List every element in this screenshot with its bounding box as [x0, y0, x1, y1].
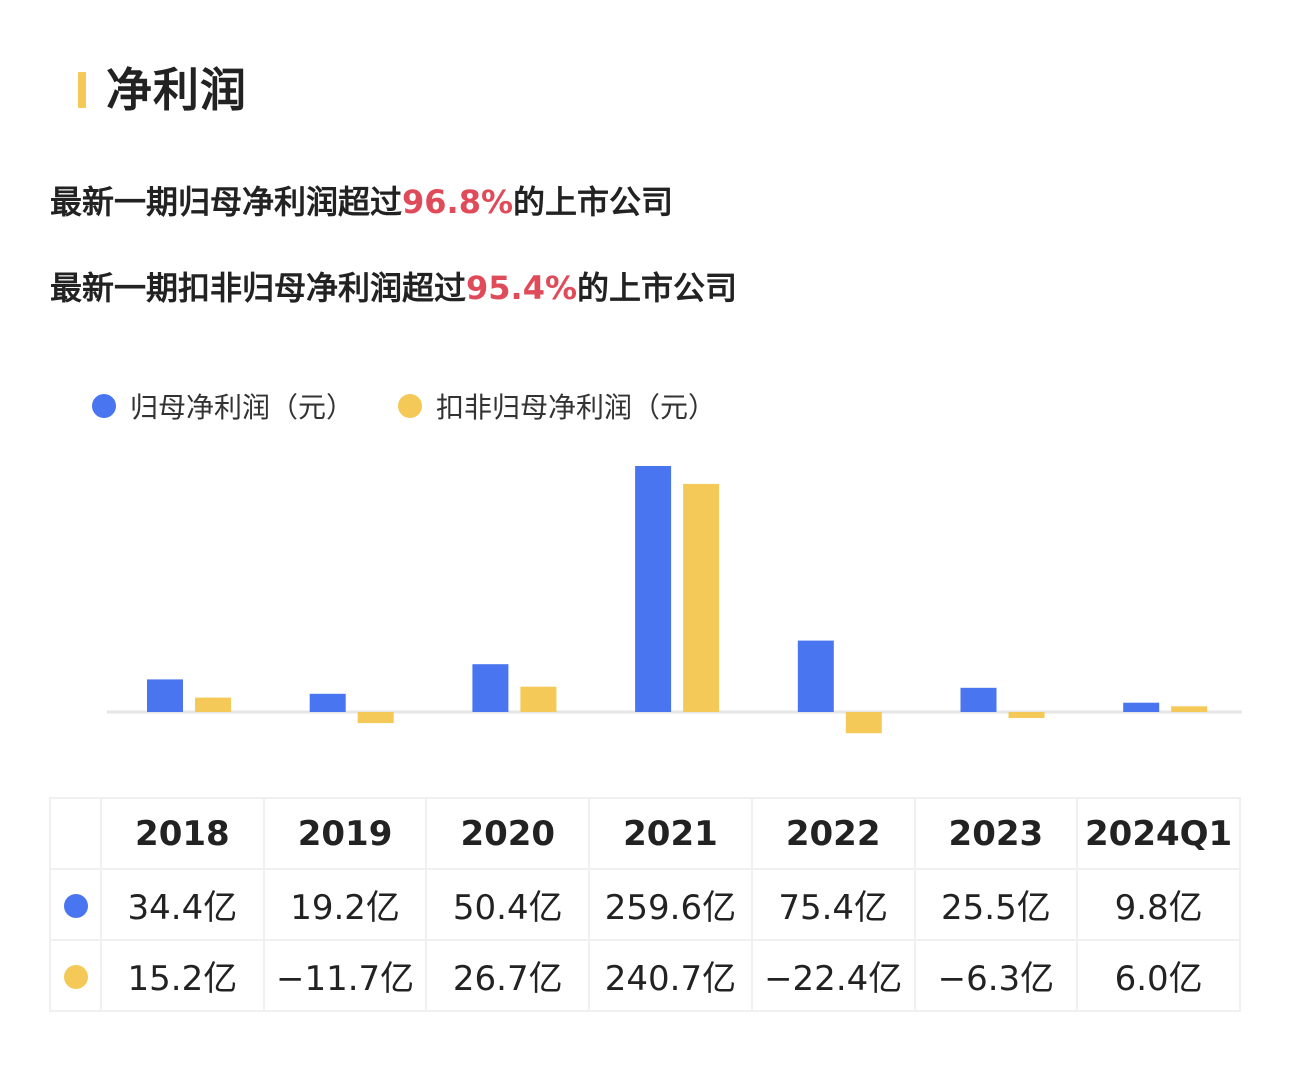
chart-legend: 归母净利润（元） 扣非归母净利润（元） — [92, 386, 760, 426]
bar-series2-2022[interactable] — [845, 712, 882, 734]
row-dot-blue — [63, 894, 88, 918]
table-corner-cell — [49, 797, 102, 870]
bar-series1-2020[interactable] — [472, 664, 509, 712]
legend-dot-yellow — [398, 394, 423, 418]
bar-series1-2018[interactable] — [147, 679, 183, 712]
bar-series2-2018[interactable] — [195, 697, 231, 712]
row-dot-yellow — [63, 965, 88, 989]
stat-deducted-net-profit: 最新一期扣非归母净利润超过95.4%的上市公司 — [50, 266, 737, 310]
table-cell: −22.4亿 — [750, 939, 916, 1012]
title-accent-bar — [78, 72, 86, 108]
bar-series1-2023[interactable] — [960, 687, 997, 712]
bar-series2-2019[interactable] — [357, 712, 394, 724]
table-cell: 240.7亿 — [588, 939, 753, 1012]
bar-series1-2021[interactable] — [635, 466, 672, 712]
bar-series2-2024Q1[interactable] — [1171, 706, 1208, 712]
table-cell: 19.2亿 — [262, 868, 428, 941]
table-cell: 26.7亿 — [425, 939, 591, 1012]
stat-prefix: 最新一期归母净利润超过 — [50, 183, 403, 221]
bar-series1-2019[interactable] — [309, 693, 346, 712]
stat-suffix: 的上市公司 — [577, 269, 738, 307]
table-header-cell: 2023 — [913, 797, 1079, 870]
stat-prefix: 最新一期扣非归母净利润超过 — [50, 269, 467, 307]
table-cell: 50.4亿 — [425, 868, 591, 941]
table-row-series2: 15.2亿 −11.7亿 26.7亿 240.7亿 −22.4亿 −6.3亿 6… — [49, 939, 1241, 1012]
table-header-cell: 2020 — [425, 797, 591, 870]
table-header-cell: 2021 — [588, 797, 753, 870]
bar-series1-2022[interactable] — [797, 640, 834, 712]
bar-series1-2024Q1[interactable] — [1123, 702, 1160, 712]
stat-suffix: 的上市公司 — [513, 183, 674, 221]
bar-series2-2020[interactable] — [520, 686, 557, 712]
table-cell: 34.4亿 — [100, 868, 265, 941]
legend-item-series2[interactable]: 扣非归母净利润（元） — [398, 386, 716, 426]
table-header-cell: 2018 — [100, 797, 265, 870]
table-cell: −11.7亿 — [262, 939, 428, 1012]
table-header-row: 2018 2019 2020 2021 2022 2023 2024Q1 — [49, 797, 1241, 870]
table-cell: 15.2亿 — [100, 939, 265, 1012]
stat-net-profit: 最新一期归母净利润超过96.8%的上市公司 — [50, 180, 673, 224]
legend-label-series2: 扣非归母净利润（元） — [436, 391, 717, 424]
table-cell: 6.0亿 — [1076, 939, 1241, 1012]
table-cell: 9.8亿 — [1076, 868, 1241, 941]
stat-percent: 96.8% — [402, 183, 514, 221]
legend-label-series1: 归母净利润（元） — [130, 391, 355, 424]
table-cell: 25.5亿 — [913, 868, 1079, 941]
table-cell: 75.4亿 — [750, 868, 916, 941]
table-header-cell: 2024Q1 — [1076, 797, 1241, 870]
bar-series2-2023[interactable] — [1008, 712, 1045, 718]
stat-percent: 95.4% — [466, 269, 578, 307]
page-title: 净利润 — [106, 63, 247, 117]
bar-chart — [107, 466, 1242, 734]
bar-series2-2021[interactable] — [683, 483, 720, 712]
row-marker-cell — [49, 939, 102, 1012]
table-cell: 259.6亿 — [588, 868, 753, 941]
table-header-cell: 2019 — [262, 797, 428, 870]
table-row-series1: 34.4亿 19.2亿 50.4亿 259.6亿 75.4亿 25.5亿 9.8… — [49, 868, 1241, 941]
table-cell: −6.3亿 — [913, 939, 1079, 1012]
row-marker-cell — [49, 868, 102, 941]
legend-dot-blue — [92, 394, 116, 418]
legend-item-series1[interactable]: 归母净利润（元） — [92, 386, 354, 426]
table-header-cell: 2022 — [750, 797, 916, 870]
data-table: 2018 2019 2020 2021 2022 2023 2024Q1 34.… — [49, 797, 1241, 1012]
